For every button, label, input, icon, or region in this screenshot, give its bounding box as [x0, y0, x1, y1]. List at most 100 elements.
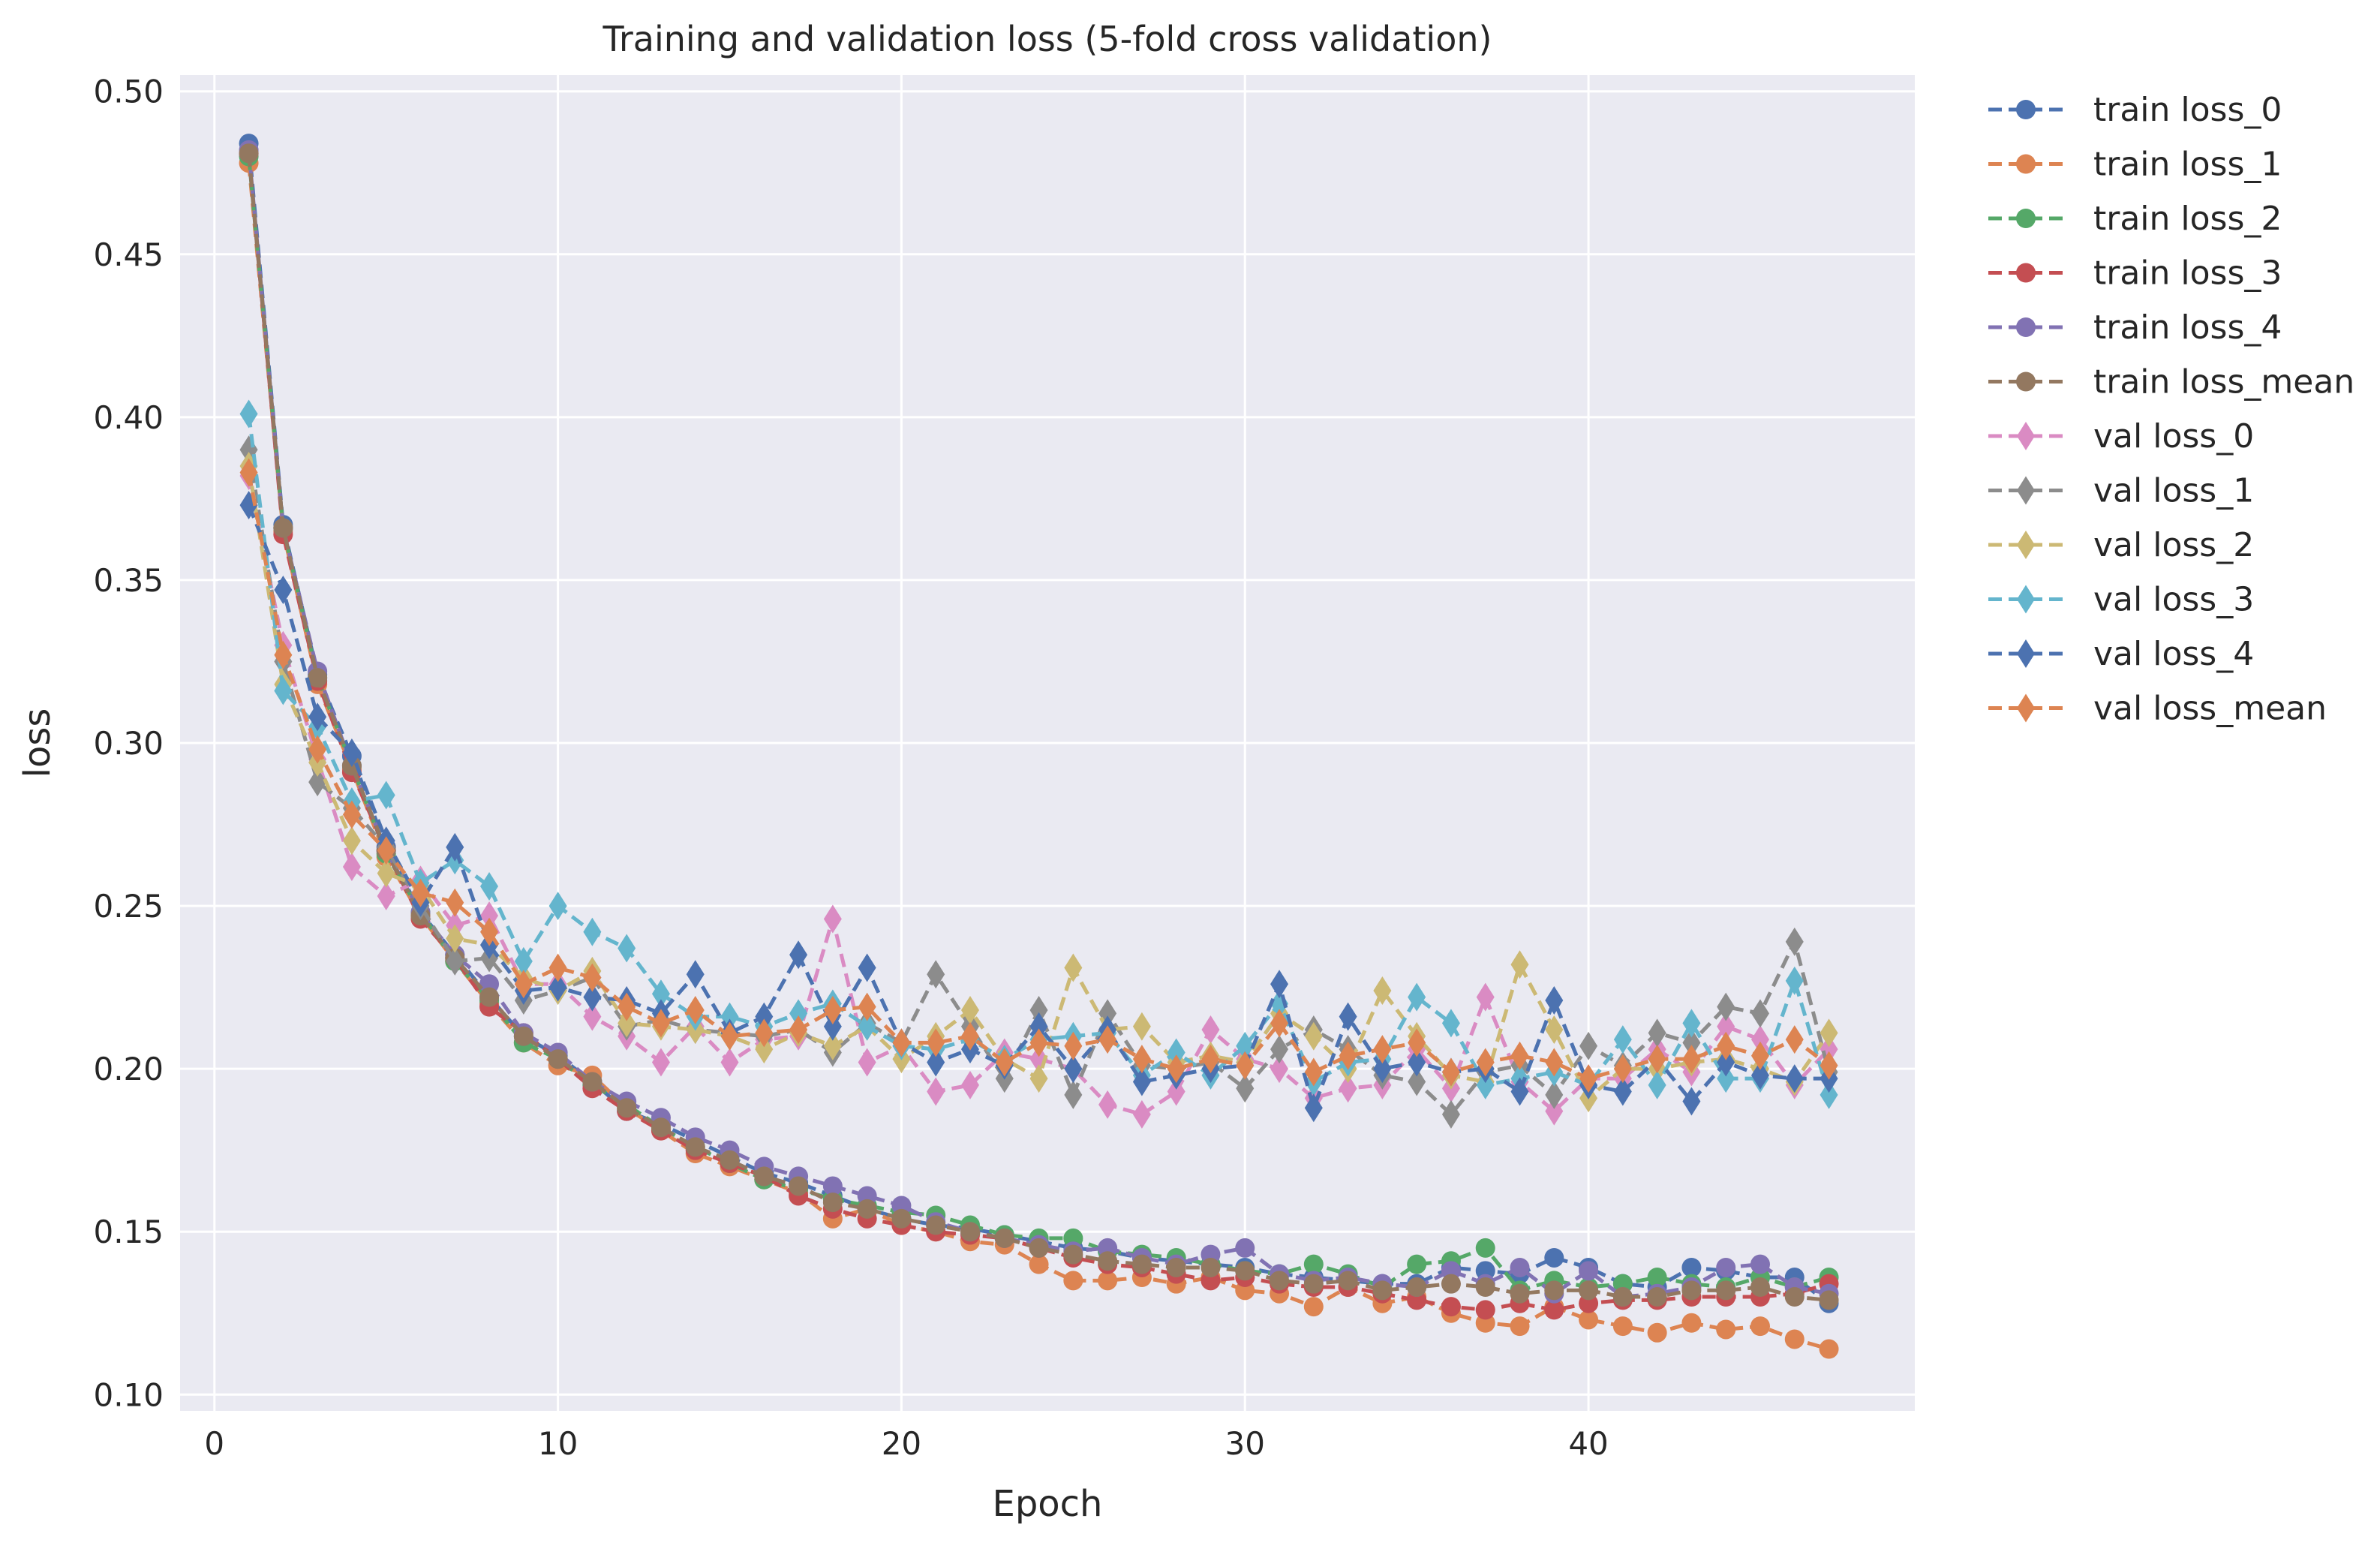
data-point-val-loss_3 — [618, 934, 636, 963]
data-point-val-loss_mean — [720, 1021, 739, 1051]
data-point-val-loss_2 — [1304, 1021, 1323, 1051]
data-point-val-loss_mean — [1476, 1048, 1495, 1077]
data-point-val-loss_4 — [1408, 1048, 1426, 1077]
x-axis-label: Epoch — [993, 1483, 1103, 1525]
data-point-train-loss_mean — [1270, 1271, 1290, 1291]
data-point-train-loss_4 — [1510, 1257, 1530, 1277]
legend-swatch-marker — [2017, 531, 2035, 559]
data-point-val-loss_2 — [823, 1031, 842, 1060]
data-point-val-loss_3 — [480, 872, 499, 901]
data-point-train-loss_mean — [1235, 1261, 1255, 1281]
data-point-train-loss_mean — [994, 1228, 1014, 1248]
data-point-val-loss_4 — [1270, 970, 1289, 999]
data-point-val-loss_4 — [1613, 1077, 1632, 1106]
data-point-train-loss_4 — [1716, 1257, 1736, 1277]
data-point-val-loss_mean — [1373, 1035, 1392, 1064]
data-point-val-loss_0 — [927, 1077, 945, 1106]
data-point-val-loss_0 — [1167, 1077, 1185, 1106]
data-point-val-loss_mean — [1579, 1064, 1598, 1093]
data-point-val-loss_mean — [995, 1048, 1014, 1077]
data-point-val-loss_4 — [755, 1002, 774, 1031]
data-point-val-loss_4 — [1132, 1067, 1151, 1096]
data-point-val-loss_mean — [1717, 1031, 1735, 1060]
data-point-val-loss_1 — [927, 960, 945, 989]
data-point-val-loss_1 — [1270, 1035, 1289, 1064]
data-point-val-loss_1 — [1682, 1028, 1701, 1057]
data-point-train-loss_mean — [479, 987, 500, 1007]
data-point-val-loss_2 — [1029, 1064, 1048, 1093]
data-point-val-loss_mean — [480, 917, 499, 946]
data-point-val-loss_4 — [858, 953, 876, 982]
x-axis-ticks: 0 10 20 30 40 — [204, 1425, 1608, 1462]
data-point-train-loss_mean — [754, 1166, 774, 1187]
data-point-val-loss_4 — [1373, 1054, 1392, 1084]
data-point-val-loss_4 — [1304, 1093, 1323, 1123]
data-point-val-loss_1 — [1441, 1099, 1460, 1129]
data-point-train-loss_1 — [1612, 1316, 1633, 1337]
data-point-val-loss_mean — [1132, 1045, 1151, 1074]
data-point-val-loss_mean — [1613, 1054, 1632, 1084]
data-point-train-loss_mean — [1166, 1257, 1186, 1277]
data-point-val-loss_3 — [1613, 1025, 1632, 1054]
data-point-val-loss_mean — [583, 963, 602, 992]
data-point-val-loss_mean — [1167, 1054, 1185, 1084]
data-point-val-loss_1 — [1408, 1067, 1426, 1096]
data-point-train-loss_mean — [857, 1199, 877, 1219]
data-point-val-loss_mean — [1785, 1025, 1804, 1054]
data-point-train-loss_1 — [1029, 1254, 1049, 1274]
data-point-train-loss_mean — [1612, 1287, 1633, 1307]
series-line-train-loss_3 — [247, 152, 1830, 1312]
data-point-val-loss_mean — [377, 836, 395, 865]
data-point-val-loss_4 — [927, 1048, 945, 1077]
data-point-val-loss_2 — [342, 826, 361, 856]
data-point-val-loss_2 — [1064, 953, 1083, 982]
data-point-val-loss_3 — [1682, 1009, 1701, 1038]
data-point-train-loss_mean — [891, 1208, 912, 1229]
data-point-val-loss_1 — [1717, 992, 1735, 1021]
data-point-train-loss_mean — [1063, 1244, 1083, 1265]
data-point-train-loss_mean — [1338, 1271, 1358, 1291]
data-point-val-loss_0 — [823, 904, 842, 934]
data-point-train-loss_1 — [1819, 1339, 1839, 1359]
data-point-val-loss_mean — [1304, 1057, 1323, 1087]
data-point-val-loss_2 — [960, 996, 979, 1024]
data-point-train-loss_1 — [1303, 1297, 1324, 1317]
data-point-val-loss_mean — [686, 996, 705, 1024]
data-point-val-loss_4 — [1682, 1087, 1701, 1116]
data-point-val-loss_3 — [858, 1012, 876, 1041]
legend-label: train loss_4 — [2093, 308, 2282, 347]
data-point-train-loss_1 — [1063, 1271, 1083, 1291]
data-point-val-loss_4 — [583, 982, 602, 1012]
data-point-train-loss_mean — [1098, 1251, 1118, 1271]
data-point-train-loss_mean — [1475, 1277, 1495, 1298]
y-tick-label: 0.40 — [93, 399, 164, 436]
legend-label: val loss_4 — [2093, 635, 2254, 673]
data-point-val-loss_mean — [1648, 1045, 1666, 1074]
legend-label: train loss_2 — [2093, 200, 2282, 238]
data-point-train-loss_mean — [685, 1137, 705, 1157]
y-axis-ticks: 0.10 0.15 0.20 0.25 0.30 0.35 0.40 0.45 0.50 — [93, 74, 164, 1414]
data-point-val-loss_4 — [1339, 1002, 1357, 1031]
legend-swatch-marker — [2017, 639, 2035, 668]
data-point-train-loss_mean — [1407, 1277, 1427, 1298]
data-point-train-loss_2 — [1647, 1268, 1667, 1287]
series-line-val-loss_mean — [247, 472, 1831, 1081]
data-point-val-loss_4 — [1717, 1048, 1735, 1077]
data-point-val-loss_mean — [1064, 1031, 1083, 1060]
data-point-val-loss_2 — [1510, 950, 1529, 979]
legend-label: train loss_0 — [2093, 91, 2282, 129]
data-point-val-loss_mean — [960, 1021, 979, 1051]
legend-item-train-loss_0: train loss_0 — [1988, 91, 2282, 129]
data-point-val-loss_mean — [1750, 1041, 1769, 1070]
data-point-train-loss_2 — [1303, 1254, 1324, 1274]
data-point-val-loss_mean — [1270, 1009, 1289, 1038]
legend-swatch-marker — [2016, 154, 2036, 174]
legend-label: train loss_mean — [2093, 363, 2354, 402]
legend-item-train-loss_3: train loss_3 — [1988, 254, 2282, 293]
legend-swatch-marker — [2017, 585, 2035, 614]
data-point-val-loss_mean — [411, 878, 430, 907]
data-point-val-loss_mean — [548, 953, 567, 982]
series-val-loss_mean — [239, 458, 1838, 1093]
data-point-train-loss_mean — [1819, 1290, 1839, 1310]
data-point-val-loss_2 — [377, 859, 395, 888]
